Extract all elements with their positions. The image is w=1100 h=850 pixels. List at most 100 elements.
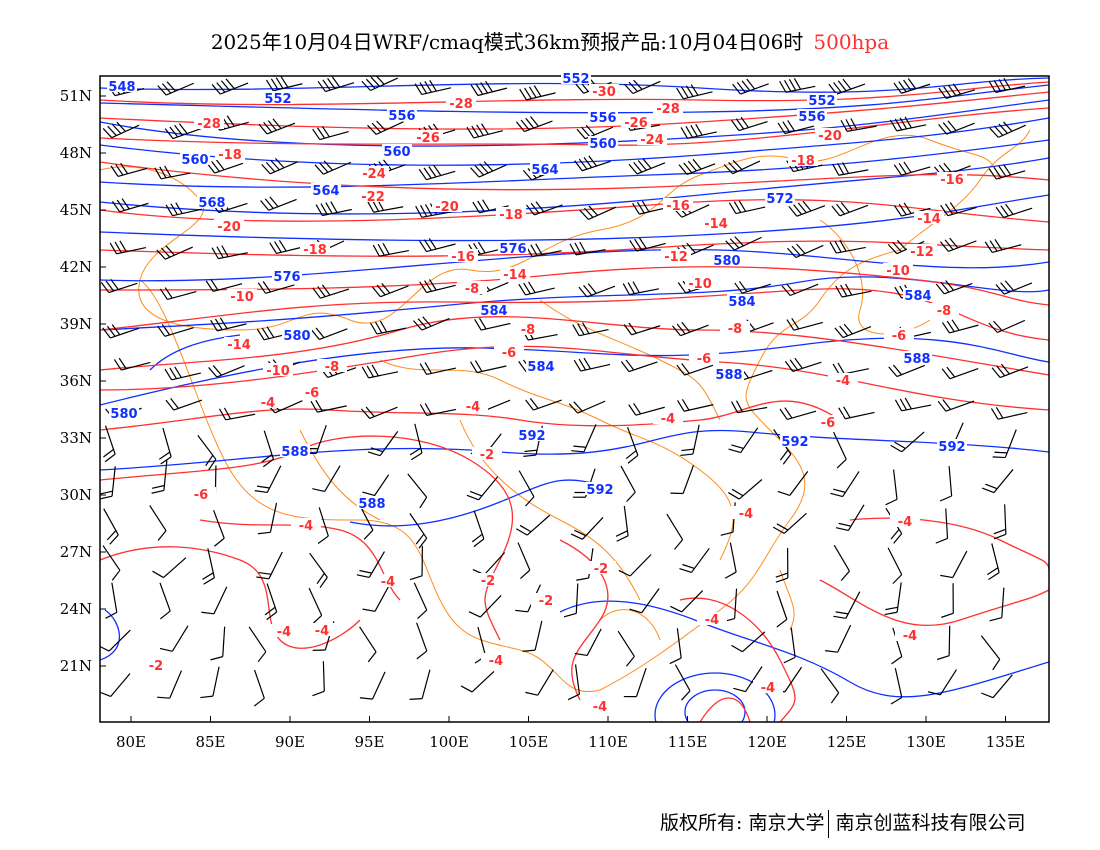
wind-barb (102, 324, 139, 339)
wind-barb (678, 158, 716, 176)
wind-barb (165, 398, 203, 411)
wind-barb (416, 622, 428, 660)
wind-barb (779, 407, 817, 421)
wind-barb (151, 460, 168, 494)
height-contour-label: 560 (181, 153, 208, 168)
wind-barb (208, 365, 245, 378)
wind-barb (835, 283, 872, 298)
wind-barb (666, 513, 684, 550)
wind-barb (210, 626, 226, 661)
wind-barb (103, 508, 119, 545)
temperature-contour-label: -4 (315, 624, 329, 639)
wind-barb (728, 200, 766, 215)
footer-divider (828, 810, 830, 838)
wind-barb (197, 435, 217, 471)
label-background (653, 101, 683, 114)
temperature-contour-label: -26 (624, 116, 648, 131)
label-background (712, 253, 742, 266)
wind-barb (941, 583, 954, 618)
height-contour-label: 580 (283, 329, 310, 344)
label-background (714, 367, 744, 380)
wind-barb (939, 237, 977, 252)
label-background (895, 628, 925, 641)
wind-barb (519, 85, 556, 101)
label-background (526, 359, 556, 372)
temperature-contour-label: -4 (466, 400, 480, 415)
wind-barb (367, 431, 399, 457)
map-title: 2025年10月04日WRF/cmaq模式36km预报产品:10月04日06时 5… (0, 26, 1100, 55)
wind-barb (893, 161, 931, 176)
temperature-contour-label: -6 (821, 416, 835, 431)
wind-barb (669, 628, 682, 665)
wind-barb (218, 407, 256, 421)
footer: 版权所有: 南京大学 南京创蓝科技有限公司 (660, 808, 1025, 838)
wind-barb (460, 670, 495, 693)
wind-barb (210, 317, 247, 332)
wind-barb (935, 508, 949, 544)
label-background (498, 241, 528, 254)
pressure-level: 500hpa (813, 30, 890, 54)
label-background (107, 79, 137, 92)
label-background (890, 514, 920, 527)
wind-barb (202, 548, 215, 585)
label-background (382, 144, 412, 157)
wind-barb (784, 357, 822, 373)
wind-barb (253, 669, 265, 707)
lon-label: 120E (747, 733, 787, 751)
lat-label: 51N (60, 87, 92, 105)
label-background (311, 183, 341, 196)
lat-label: 27N (60, 543, 92, 561)
label-background (663, 198, 693, 211)
wind-barb (211, 78, 249, 95)
wind-barb (211, 245, 248, 260)
wind-barb (786, 317, 824, 331)
wind-barb (629, 588, 660, 614)
label-background (473, 573, 503, 586)
wind-barb (254, 465, 282, 494)
temperature-contour-label: -6 (194, 488, 208, 503)
label-background (432, 199, 462, 212)
wind-barb (159, 582, 171, 620)
wind-barb (574, 628, 602, 657)
wind-barb (159, 625, 189, 652)
lat-label: 21N (60, 657, 92, 675)
temperature-contour-label: -4 (898, 515, 912, 530)
label-background (517, 428, 547, 441)
lat-label: 39N (60, 315, 92, 333)
height-contour-label: 580 (713, 254, 740, 269)
height-contour-label: 576 (273, 270, 300, 285)
label-background (701, 216, 731, 229)
label-background (359, 166, 389, 179)
lon-label: 85E (195, 733, 225, 751)
label-background (697, 612, 727, 625)
label-background (194, 116, 224, 129)
height-contour-label: 552 (808, 94, 835, 109)
temperature-contour-label: -4 (489, 654, 503, 669)
wind-barb (670, 590, 704, 613)
wind-barb (676, 84, 713, 100)
height-contour-label: 592 (586, 483, 613, 498)
wind-barb (927, 669, 958, 696)
lat-label: 30N (60, 486, 92, 504)
wind-barb (776, 590, 788, 628)
wind-barb (159, 287, 197, 301)
wind-barb (517, 542, 531, 579)
wind-barbs (100, 76, 1033, 707)
wind-barb (419, 279, 456, 294)
temperature-contour-label: -4 (261, 396, 275, 411)
temperature-contour-label: -4 (381, 575, 395, 590)
temperature-contour-label: -12 (910, 245, 934, 260)
label-background (291, 518, 321, 531)
temperature-contour-label: -4 (739, 507, 753, 522)
wind-barb (725, 236, 762, 251)
wind-barb (829, 239, 866, 254)
wind-barb (623, 79, 661, 95)
height-contour-label: 584 (480, 304, 507, 319)
wind-barb (573, 357, 611, 372)
wind-barb (361, 76, 399, 92)
temperature-contour-label: -4 (299, 519, 313, 534)
wind-barb (409, 545, 423, 581)
temperature-contour-label: -14 (503, 268, 527, 283)
label-background (263, 91, 293, 104)
wind-barb (568, 400, 606, 414)
